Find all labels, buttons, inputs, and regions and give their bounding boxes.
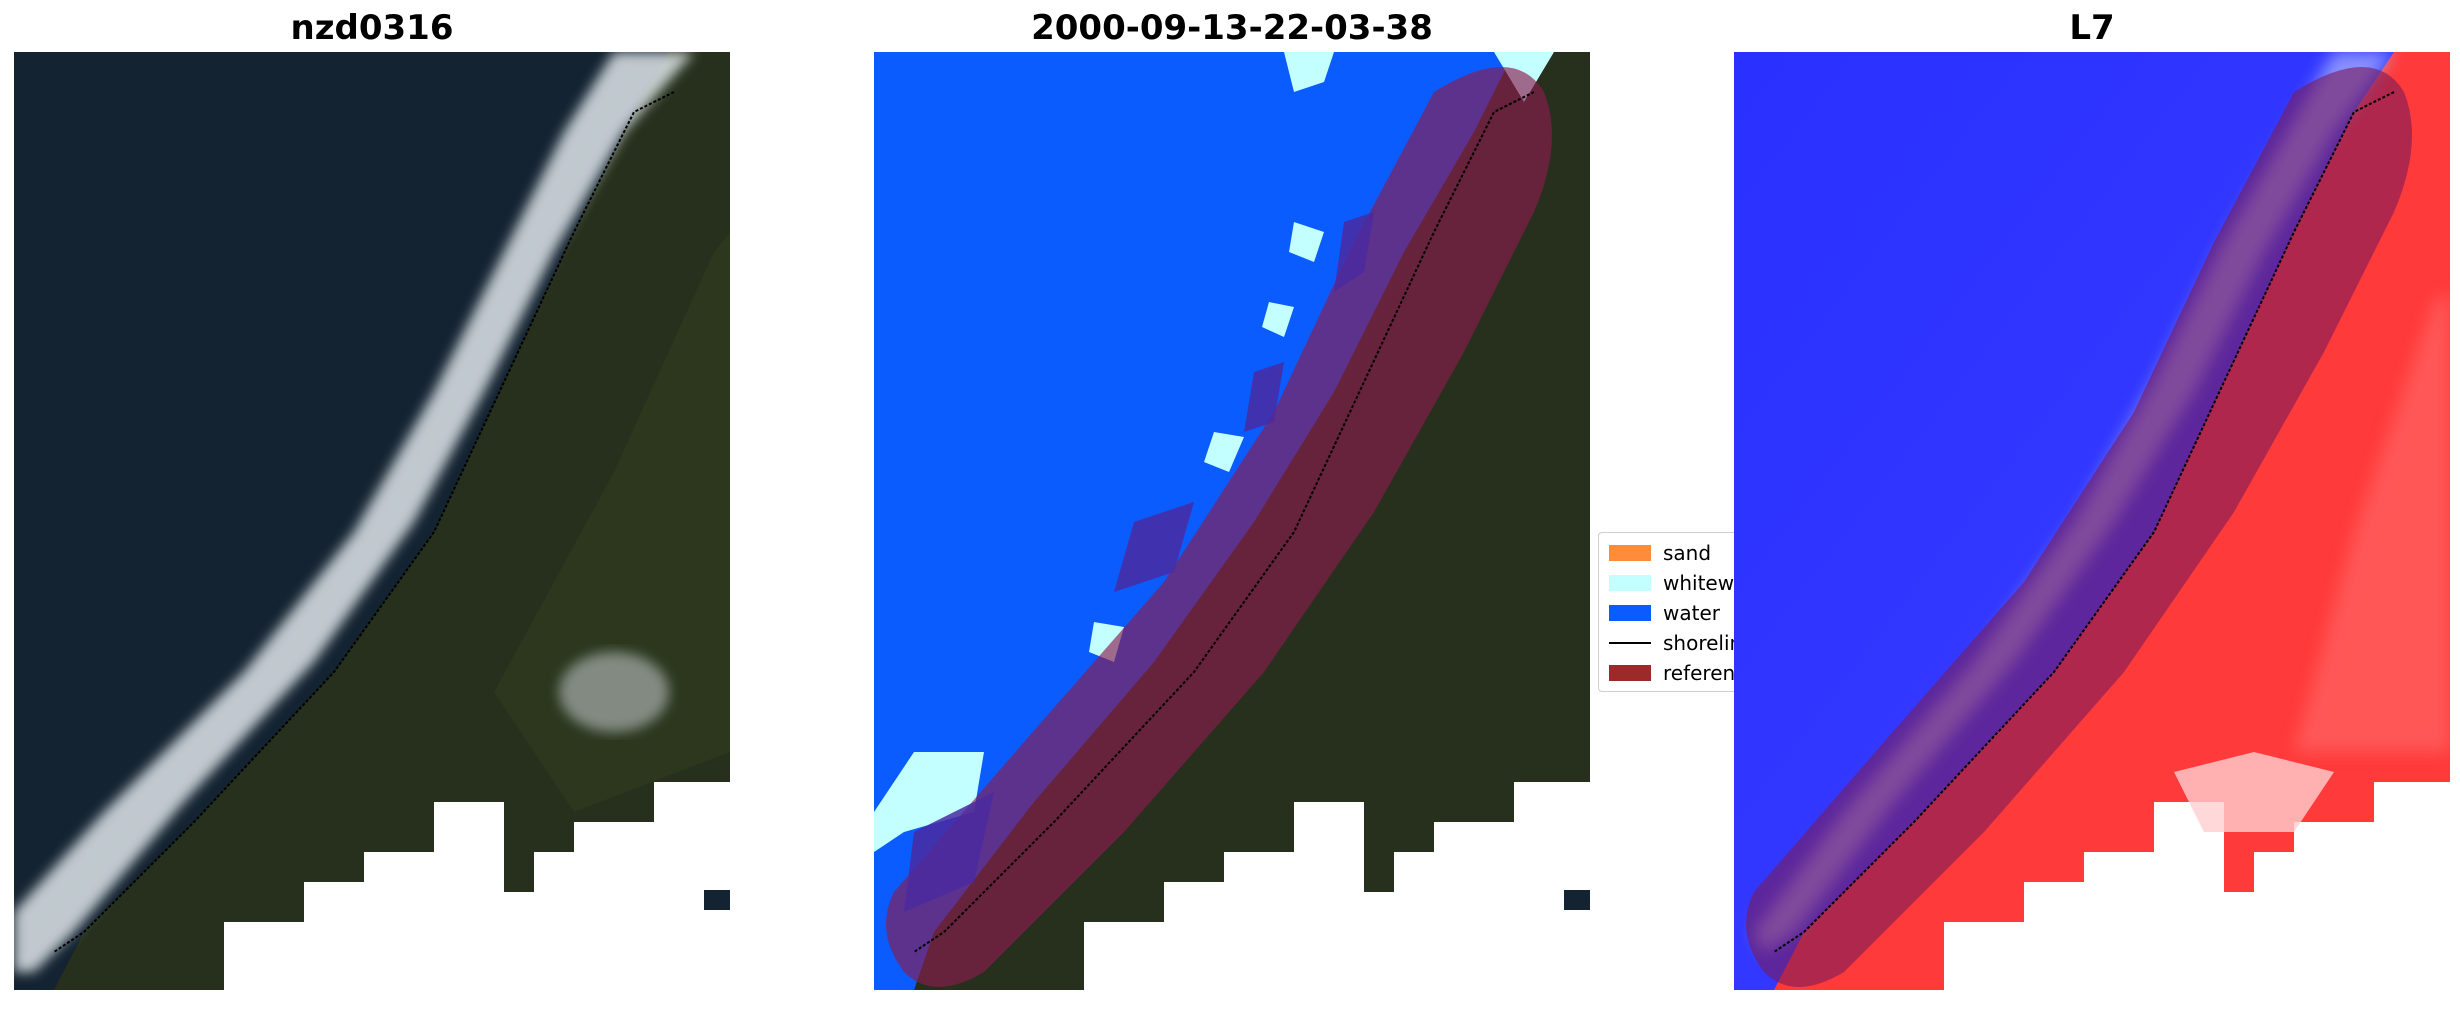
legend-label-reference: reference bbox=[1663, 661, 1739, 685]
classification-image bbox=[874, 52, 1590, 990]
index-image bbox=[1734, 52, 2450, 990]
index-panel bbox=[1734, 52, 2450, 990]
legend-swatch-whitewater bbox=[1609, 575, 1651, 591]
legend-label-shoreline: shoreline bbox=[1663, 631, 1739, 655]
legend-label-whitewater: whitewater bbox=[1663, 571, 1739, 595]
panel-title-classification: 2000-09-13-22-03-38 bbox=[1031, 8, 1433, 48]
legend-label-water: water bbox=[1663, 601, 1720, 625]
legend-swatch-sand bbox=[1609, 545, 1651, 561]
panel-title-rgb: nzd0316 bbox=[290, 8, 454, 48]
legend-item-sand: sand bbox=[1609, 541, 1711, 565]
legend-swatch-reference bbox=[1609, 665, 1651, 681]
legend: sand whitewater water shoreline referenc… bbox=[1598, 532, 1740, 692]
legend-item-shoreline: shoreline bbox=[1609, 631, 1739, 655]
classification-panel bbox=[874, 52, 1590, 990]
legend-item-whitewater: whitewater bbox=[1609, 571, 1739, 595]
rgb-satellite-image bbox=[14, 52, 730, 990]
rgb-satellite-panel bbox=[14, 52, 730, 990]
legend-item-water: water bbox=[1609, 601, 1720, 625]
legend-label-sand: sand bbox=[1663, 541, 1712, 565]
legend-swatch-water bbox=[1609, 605, 1651, 621]
panel-title-index: L7 bbox=[2069, 8, 2115, 48]
legend-line-shoreline bbox=[1609, 642, 1651, 644]
legend-item-reference: reference bbox=[1609, 661, 1739, 685]
